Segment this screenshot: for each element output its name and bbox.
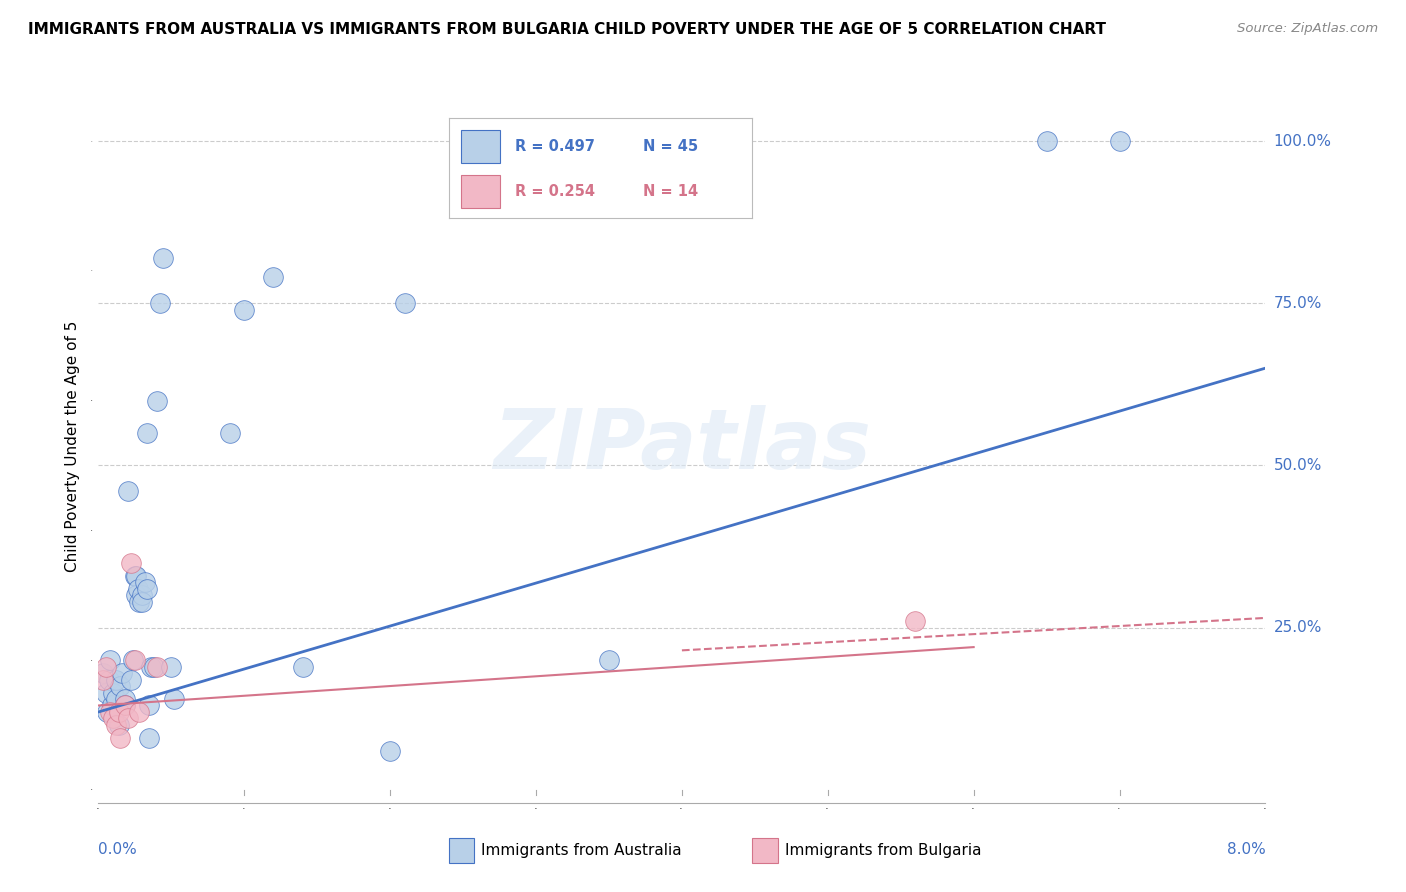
Text: IMMIGRANTS FROM AUSTRALIA VS IMMIGRANTS FROM BULGARIA CHILD POVERTY UNDER THE AG: IMMIGRANTS FROM AUSTRALIA VS IMMIGRANTS … [28, 22, 1107, 37]
Point [111, 666, 134, 681]
Point [149, 296, 172, 310]
Point [94, 659, 117, 673]
Point [97, 673, 120, 687]
Point [101, 711, 124, 725]
Point [94, 685, 117, 699]
Point [233, 302, 256, 317]
Text: 50.0%: 50.0% [1274, 458, 1322, 473]
Point [146, 659, 169, 673]
Point [138, 698, 160, 713]
Point [120, 673, 142, 687]
Point [104, 673, 127, 687]
Point [108, 705, 131, 719]
Point [598, 653, 620, 667]
Text: 100.0%: 100.0% [1274, 134, 1331, 149]
Point [101, 685, 124, 699]
Point [142, 659, 165, 673]
Point [394, 296, 416, 310]
Point [128, 595, 150, 609]
Point [114, 698, 136, 713]
Point [262, 270, 284, 285]
Point [135, 425, 157, 440]
Point [125, 568, 148, 582]
Point [128, 705, 150, 719]
Point [125, 588, 148, 602]
Text: ZIPatlas: ZIPatlas [494, 406, 870, 486]
Point [904, 614, 927, 628]
Point [1035, 134, 1057, 148]
Text: Immigrants from Australia: Immigrants from Australia [481, 844, 682, 858]
Point [146, 393, 169, 408]
Point [108, 718, 131, 732]
Point [122, 653, 145, 667]
Text: 75.0%: 75.0% [1274, 296, 1322, 310]
Text: 8.0%: 8.0% [1226, 842, 1265, 857]
Point [117, 484, 139, 499]
Point [124, 568, 146, 582]
Point [131, 595, 153, 609]
Point [131, 588, 153, 602]
Y-axis label: Child Poverty Under the Age of 5: Child Poverty Under the Age of 5 [65, 320, 80, 572]
Point [152, 251, 174, 265]
Point [100, 698, 122, 713]
Point [110, 731, 132, 745]
Point [104, 718, 127, 732]
Point [98, 653, 121, 667]
Point [1108, 134, 1130, 148]
Point [160, 659, 183, 673]
Point [117, 711, 139, 725]
Point [96, 705, 118, 719]
Bar [449, 838, 474, 863]
Text: Immigrants from Bulgaria: Immigrants from Bulgaria [785, 844, 981, 858]
Point [127, 582, 149, 596]
Point [291, 659, 314, 673]
Point [110, 679, 132, 693]
Text: 25.0%: 25.0% [1274, 620, 1322, 635]
Point [114, 698, 136, 713]
Point [134, 575, 156, 590]
Point [218, 425, 240, 440]
Point [91, 666, 114, 681]
Text: Source: ZipAtlas.com: Source: ZipAtlas.com [1237, 22, 1378, 36]
Point [98, 705, 121, 719]
Point [378, 744, 402, 758]
Point [139, 659, 162, 673]
Point [91, 673, 114, 687]
Point [104, 692, 127, 706]
Point [163, 692, 186, 706]
Point [124, 653, 146, 667]
Text: 0.0%: 0.0% [98, 842, 138, 857]
Point [120, 556, 142, 570]
Bar [752, 838, 778, 863]
Point [114, 692, 136, 706]
Point [135, 582, 157, 596]
Point [138, 731, 160, 745]
